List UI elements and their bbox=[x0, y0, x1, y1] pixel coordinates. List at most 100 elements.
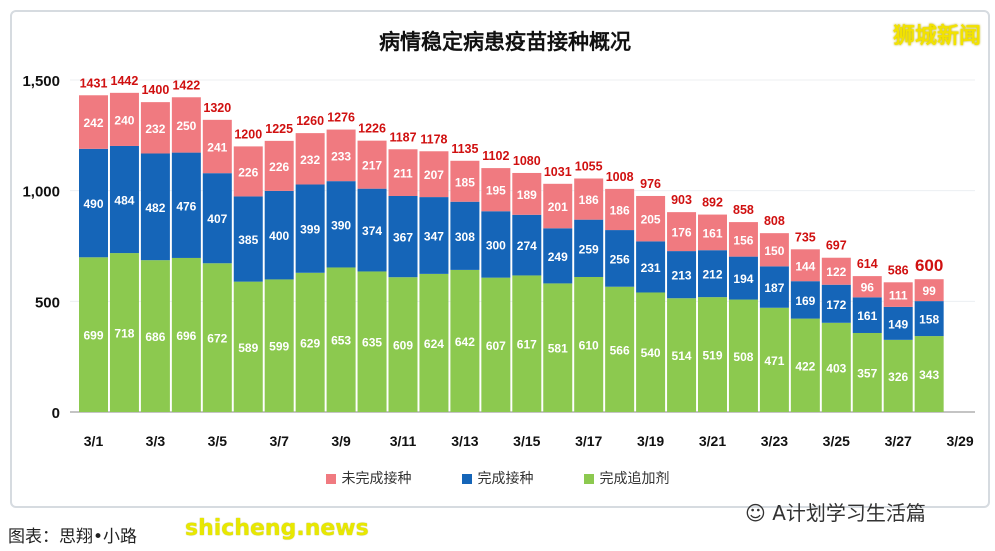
bar-value-label: 232 bbox=[145, 122, 165, 136]
x-tick-label: 3/3 bbox=[146, 433, 166, 449]
source-watermark: shicheng.news bbox=[185, 516, 369, 541]
bar-value-label: 144 bbox=[795, 259, 815, 273]
bar-value-label: 233 bbox=[331, 149, 351, 163]
wechat-watermark: ☺ A计划学习生活篇 bbox=[745, 497, 926, 526]
caption-text: 图表：思翔•小路 bbox=[8, 527, 138, 547]
bar-segment bbox=[852, 332, 882, 412]
bar-segment bbox=[543, 283, 573, 412]
bar-segment bbox=[357, 188, 387, 272]
x-tick-label: 3/9 bbox=[331, 433, 351, 449]
bar-segment bbox=[481, 211, 511, 278]
bar-value-label: 176 bbox=[672, 226, 692, 240]
total-label: 735 bbox=[795, 230, 816, 244]
bar-segment bbox=[759, 233, 789, 267]
bar-value-label: 519 bbox=[702, 349, 722, 363]
bar-segment bbox=[512, 275, 542, 412]
bar-segment bbox=[790, 318, 820, 412]
bar-value-label: 259 bbox=[579, 242, 599, 256]
bar-segment bbox=[605, 188, 635, 231]
bar-segment bbox=[667, 251, 697, 299]
y-tick-label: 0 bbox=[52, 405, 60, 422]
total-label: 808 bbox=[764, 214, 785, 228]
bar-segment bbox=[264, 279, 294, 412]
bar-segment bbox=[79, 95, 108, 149]
total-label: 600 bbox=[915, 256, 943, 275]
bar-segment bbox=[728, 222, 758, 257]
bar-value-label: 300 bbox=[486, 238, 506, 252]
bar-value-label: 471 bbox=[764, 354, 784, 368]
total-label: 586 bbox=[888, 263, 909, 277]
bar-segment bbox=[883, 306, 913, 340]
bar-segment bbox=[202, 263, 232, 412]
bar-value-label: 589 bbox=[238, 341, 258, 355]
x-tick-label: 3/7 bbox=[269, 433, 289, 449]
caption: 图表：思翔•小路 bbox=[8, 522, 137, 547]
bar-segment bbox=[295, 133, 325, 185]
total-label: 1422 bbox=[172, 78, 200, 92]
total-label: 1080 bbox=[513, 154, 541, 168]
bar-value-label: 274 bbox=[517, 239, 537, 253]
legend-item-complete: 完成接种 bbox=[461, 468, 534, 488]
bar-segment bbox=[728, 256, 758, 300]
bar-value-label: 609 bbox=[393, 339, 413, 353]
x-tick-label: 3/27 bbox=[885, 433, 912, 449]
bar-segment bbox=[821, 284, 851, 323]
bar-segment bbox=[821, 257, 851, 285]
bar-value-label: 96 bbox=[861, 281, 875, 295]
total-label: 1031 bbox=[544, 165, 572, 179]
bar-value-label: 326 bbox=[888, 370, 908, 384]
bar-segment bbox=[883, 339, 913, 412]
bar-segment bbox=[667, 212, 697, 252]
bar-segment bbox=[109, 145, 139, 254]
bar-segment bbox=[821, 322, 851, 412]
bar-value-label: 186 bbox=[579, 193, 599, 207]
bar-value-label: 250 bbox=[176, 119, 196, 133]
legend-label: 完成接种 bbox=[477, 471, 534, 487]
bar-segment bbox=[202, 119, 232, 174]
bar-segment bbox=[450, 269, 480, 412]
bar-value-label: 624 bbox=[424, 337, 444, 351]
x-tick-label: 3/19 bbox=[637, 433, 664, 449]
bar-value-label: 718 bbox=[114, 327, 134, 341]
bar-value-label: 240 bbox=[114, 113, 134, 127]
bar-segment bbox=[481, 277, 511, 412]
bar-segment bbox=[667, 298, 697, 412]
bar-segment bbox=[914, 279, 944, 302]
bar-value-label: 149 bbox=[888, 317, 908, 331]
bar-segment bbox=[233, 281, 263, 412]
bar-segment bbox=[264, 140, 294, 191]
bar-segment bbox=[202, 173, 232, 264]
bar-value-label: 357 bbox=[857, 366, 877, 380]
total-label: 858 bbox=[733, 203, 754, 217]
bar-segment bbox=[140, 260, 170, 412]
x-tick-label: 3/13 bbox=[451, 433, 478, 449]
bar-value-label: 599 bbox=[269, 340, 289, 354]
bar-segment bbox=[326, 181, 356, 268]
total-label: 1200 bbox=[234, 127, 262, 141]
bar-value-label: 629 bbox=[300, 336, 320, 350]
x-tick-label: 3/11 bbox=[390, 433, 417, 449]
bar-segment bbox=[698, 250, 727, 298]
bar-segment bbox=[140, 153, 170, 261]
bar-segment bbox=[295, 184, 325, 273]
bar-segment bbox=[171, 257, 201, 412]
bar-value-label: 672 bbox=[207, 332, 227, 346]
bar-segment bbox=[790, 249, 820, 282]
bar-value-label: 607 bbox=[486, 339, 506, 353]
bar-value-label: 422 bbox=[795, 359, 815, 373]
total-label: 1442 bbox=[111, 74, 139, 88]
bar-value-label: 390 bbox=[331, 218, 351, 232]
bar-value-label: 653 bbox=[331, 334, 351, 348]
bar-segment bbox=[914, 336, 944, 412]
bar-segment bbox=[605, 230, 635, 287]
bar-value-label: 347 bbox=[424, 229, 444, 243]
bar-value-label: 122 bbox=[826, 265, 846, 279]
total-label: 1135 bbox=[451, 142, 478, 156]
bar-value-label: 374 bbox=[362, 224, 382, 238]
bar-segment bbox=[605, 286, 635, 412]
legend-label: 完成追加剂 bbox=[599, 471, 670, 487]
bar-value-label: 195 bbox=[486, 184, 506, 198]
bar-value-label: 566 bbox=[610, 343, 630, 357]
total-label: 614 bbox=[857, 257, 878, 271]
